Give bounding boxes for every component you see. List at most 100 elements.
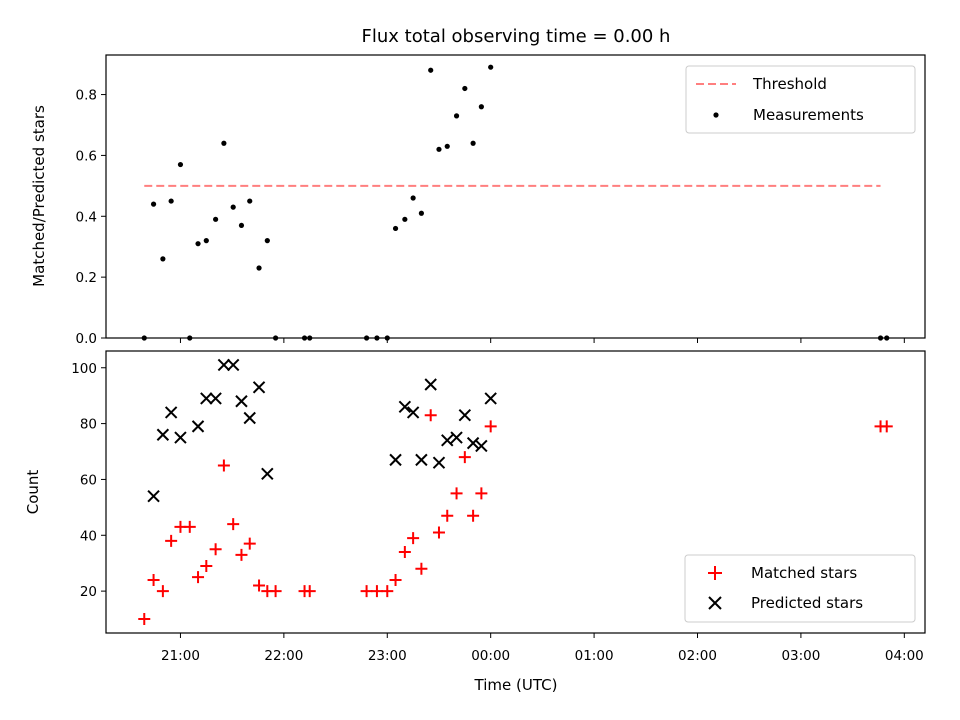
x-axis-label: Time (UTC)	[474, 676, 558, 694]
ratio-panel: 0.00.20.40.60.8 Matched/Predicted stars …	[30, 54, 926, 347]
count-x-tick-label: 01:00	[575, 648, 614, 664]
measurement-point	[247, 198, 253, 204]
count-y-tick-label: 60	[80, 472, 97, 488]
predicted-star-point	[174, 431, 187, 444]
matched-star-point	[235, 548, 248, 561]
matched-star-point	[183, 520, 196, 533]
ratio-y-tick-label: 0.6	[76, 148, 97, 164]
matched-star-point	[156, 585, 169, 598]
measurement-point	[363, 335, 370, 341]
measurement-point	[410, 195, 416, 201]
measurement-point	[384, 335, 390, 341]
matched-star-point	[441, 509, 454, 522]
matched-star-point	[192, 571, 205, 584]
matched-star-point	[200, 559, 213, 572]
measurement-point	[884, 335, 890, 341]
predicted-star-point	[200, 392, 213, 405]
matched-star-point	[381, 585, 394, 598]
predicted-legend-marker	[708, 596, 722, 610]
matched-stars-points	[138, 409, 893, 626]
measurement-point	[195, 241, 201, 247]
count-x-axis: 21:00 22:00 23:00 00:00 01:00 02:00 03:00 04:00	[161, 633, 924, 664]
predicted-stars-points	[147, 358, 497, 503]
measurements-legend-label: Measurements	[753, 106, 864, 124]
predicted-star-point	[475, 439, 488, 453]
matched-star-point	[424, 409, 437, 422]
matched-star-point	[360, 585, 373, 598]
predicted-star-point	[243, 411, 256, 425]
count-x-tick-label: 04:00	[885, 648, 924, 664]
count-y-tick-label: 100	[71, 361, 97, 377]
measurement-point	[374, 335, 380, 341]
predicted-star-point	[450, 431, 463, 444]
measurement-point	[436, 146, 442, 152]
measurements-legend-marker	[713, 112, 719, 118]
predicted-star-point	[466, 436, 480, 450]
matched-legend-marker	[708, 566, 722, 580]
measurement-point	[264, 238, 270, 244]
matched-legend-label: Matched stars	[751, 564, 857, 582]
matched-star-point	[227, 518, 240, 531]
predicted-star-point	[147, 489, 160, 503]
measurement-point	[418, 210, 424, 216]
measurement-point	[213, 216, 219, 222]
chart-title: Flux total observing time = 0.00 h	[362, 26, 671, 47]
predicted-star-point	[415, 453, 428, 467]
matched-star-point	[209, 543, 222, 556]
predicted-star-point	[164, 406, 178, 419]
measurement-point	[307, 335, 313, 341]
measurement-points	[141, 64, 890, 341]
count-y-tick-label: 80	[80, 417, 97, 433]
matched-star-point	[398, 546, 411, 559]
count-panel-frame	[105, 350, 926, 634]
matched-star-point	[880, 420, 893, 433]
measurement-point	[877, 335, 884, 341]
count-x-tick-label: 02:00	[678, 648, 717, 664]
ratio-panel-frame	[105, 54, 926, 339]
count-y-axis: 20 40 60 80 100	[71, 361, 106, 600]
matched-star-point	[475, 487, 488, 500]
threshold-legend-label: Threshold	[752, 75, 827, 93]
matched-star-point	[138, 613, 151, 626]
measurement-point	[230, 204, 236, 210]
measurement-point	[160, 256, 166, 262]
count-x-tick-label: 23:00	[368, 648, 407, 664]
measurement-point	[141, 335, 147, 341]
measurement-point	[301, 335, 308, 341]
matched-star-point	[407, 532, 420, 545]
count-x-tick-label: 21:00	[161, 648, 200, 664]
ratio-y-tick-label: 0.2	[76, 270, 97, 286]
measurement-point	[453, 113, 460, 119]
count-y-tick-label: 40	[80, 528, 97, 544]
predicted-star-point	[191, 420, 205, 433]
matched-star-point	[165, 534, 178, 547]
predicted-star-point	[261, 467, 274, 481]
matched-star-point	[484, 420, 497, 433]
matched-star-point	[147, 573, 160, 586]
measurement-point	[470, 140, 476, 146]
matched-star-point	[415, 562, 428, 575]
predicted-star-point	[209, 392, 222, 405]
ratio-y-axis-label: Matched/Predicted stars	[30, 105, 48, 287]
measurement-point	[272, 335, 279, 341]
predicted-star-point	[441, 434, 454, 447]
ratio-x-axis	[179, 338, 905, 343]
matched-star-point	[370, 585, 383, 598]
measurement-point	[256, 265, 262, 271]
count-y-tick-label: 20	[80, 584, 97, 600]
matched-star-point	[432, 526, 445, 539]
matched-star-point	[303, 585, 316, 598]
count-x-tick-label: 03:00	[781, 648, 820, 664]
measurement-point	[203, 238, 209, 244]
matched-star-point	[458, 451, 471, 464]
measurement-point	[462, 85, 468, 92]
measurement-point	[221, 140, 227, 146]
predicted-star-point	[217, 358, 231, 372]
measurement-point	[428, 67, 434, 73]
matched-star-point	[217, 459, 230, 472]
measurement-point	[238, 222, 245, 229]
measurement-point	[150, 201, 157, 207]
measurement-point	[168, 198, 174, 204]
predicted-star-point	[432, 456, 446, 469]
